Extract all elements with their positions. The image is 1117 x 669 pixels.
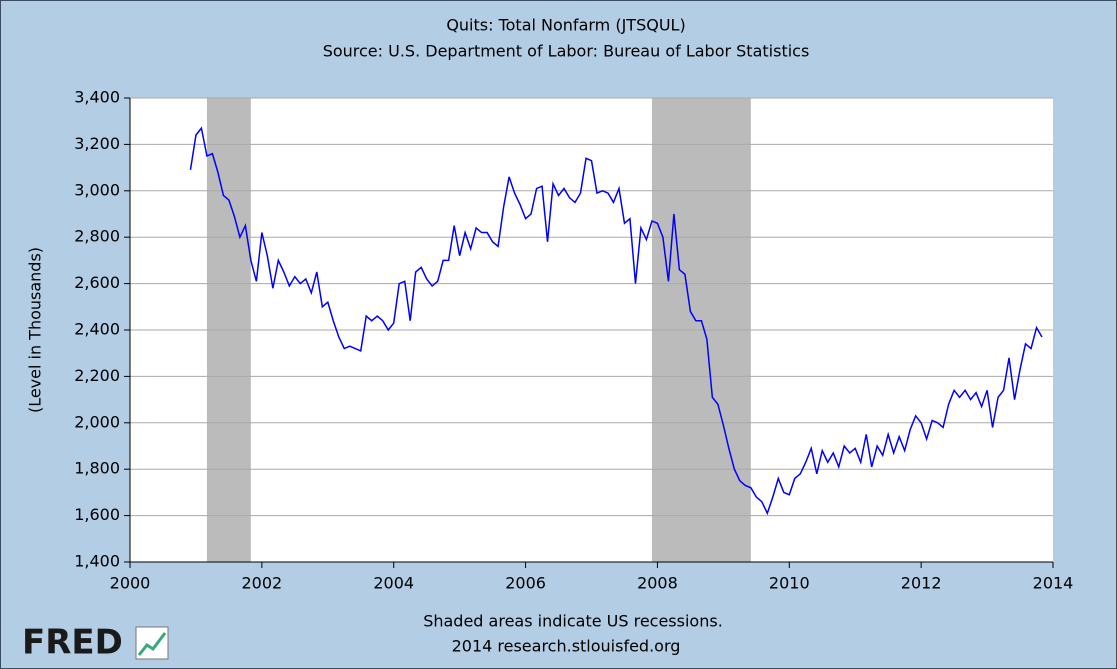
y-tick-label: 1,400 xyxy=(74,552,120,571)
footnote: Shaded areas indicate US recessions. xyxy=(423,612,723,631)
source: 2014 research.stlouisfed.org xyxy=(452,637,681,656)
y-tick-label: 1,800 xyxy=(74,459,120,478)
y-tick-label: 2,000 xyxy=(74,412,120,431)
x-tick-label: 2010 xyxy=(769,574,810,593)
x-tick-label: 2014 xyxy=(1033,574,1074,593)
chart-subtitle: Source: U.S. Department of Labor: Bureau… xyxy=(323,42,810,61)
y-tick-label: 2,800 xyxy=(74,227,120,246)
y-tick-label: 3,400 xyxy=(74,88,120,107)
y-tick-label: 1,600 xyxy=(74,505,120,524)
y-tick-label: 2,600 xyxy=(74,273,120,292)
y-axis-label: (Level in Thousands) xyxy=(26,247,45,413)
x-tick-label: 2000 xyxy=(110,574,151,593)
x-tick-label: 2002 xyxy=(241,574,282,593)
y-tick-label: 3,000 xyxy=(74,180,120,199)
x-tick-label: 2006 xyxy=(505,574,546,593)
y-tick-label: 3,200 xyxy=(74,134,120,153)
x-tick-label: 2012 xyxy=(901,574,942,593)
data-line xyxy=(189,126,1043,516)
y-tick-label: 2,400 xyxy=(74,320,120,339)
x-tick-label: 2008 xyxy=(637,574,678,593)
logo-icon xyxy=(135,626,169,660)
y-tick-label: 2,200 xyxy=(74,366,120,385)
x-tick-label: 2004 xyxy=(373,574,414,593)
logo: FRED xyxy=(22,623,123,663)
chart-title: Quits: Total Nonfarm (JTSQUL) xyxy=(446,16,685,35)
